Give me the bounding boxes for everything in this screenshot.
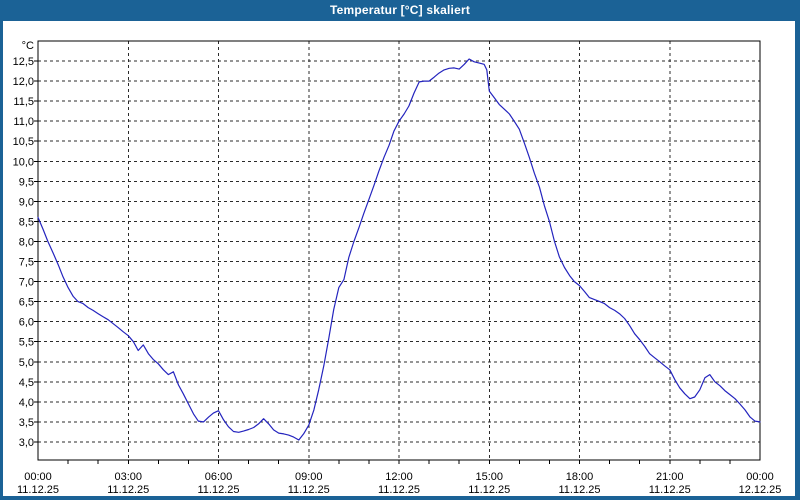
y-tick-label: 5,0 [19, 357, 34, 369]
y-tick-label: 8,0 [19, 236, 34, 248]
x-tick-time-label: 00:00 [746, 471, 774, 483]
y-tick-label: 7,5 [19, 257, 34, 269]
y-tick-label: 12,0 [13, 76, 34, 88]
plot-border [37, 40, 761, 461]
y-unit-label: °C [22, 40, 34, 52]
y-tick-label: 8,5 [19, 216, 34, 228]
y-tick-label: 6,5 [19, 297, 34, 309]
x-tick-time-label: 18:00 [566, 471, 594, 483]
x-tick-date-label: 11.12.25 [197, 484, 239, 496]
y-tick-label: 10,0 [13, 156, 34, 168]
y-tick-label: 11,0 [13, 116, 34, 128]
x-tick-time-label: 03:00 [114, 471, 142, 483]
y-tick-label: 10,5 [13, 136, 34, 148]
x-tick-time-label: 15:00 [475, 471, 503, 483]
y-tick-label: 11,5 [13, 96, 34, 108]
y-tick-label: 4,5 [19, 377, 34, 389]
y-tick-label: 3,0 [19, 437, 34, 449]
window-title: Temperatur [°C] skaliert [329, 3, 471, 17]
x-tick-date-label: 11.12.25 [288, 484, 330, 496]
x-tick-time-label: 09:00 [295, 471, 323, 483]
y-tick-label: 12,5 [13, 56, 34, 68]
x-tick-date-label: 11.12.25 [649, 484, 691, 496]
x-tick-date-label: 11.12.25 [107, 484, 149, 496]
x-tick-date-label: 11.12.25 [378, 484, 420, 496]
y-tick-label: 4,0 [19, 397, 34, 409]
x-tick-date-label: 11.12.25 [468, 484, 510, 496]
temperature-chart: 12,5 12,0 11,5 11,0 10,5 10,0 9,5 9,0 8,5 8,0 7,5 7… [13, 40, 782, 496]
y-tick-label: 9,5 [19, 176, 34, 188]
temperature-line [37, 58, 761, 441]
x-tick-time-label: 21:00 [656, 471, 684, 483]
y-tick-label: 5,5 [19, 337, 34, 349]
x-tick-date-label: 11.12.25 [558, 484, 600, 496]
y-tick-label: 6,0 [19, 317, 34, 329]
y-tick-label: 7,0 [19, 277, 34, 289]
y-tick-label: 3,5 [19, 417, 34, 429]
x-tick-date-label: 12.12.25 [739, 484, 782, 496]
x-tick-time-label: 00:00 [24, 471, 52, 483]
x-tick-date-label: 11.12.25 [17, 484, 59, 496]
chart-panel: 12,5 12,0 11,5 11,0 10,5 10,0 9,5 9,0 8,5 8,0 7,5 7… [3, 21, 795, 496]
title-bar: Temperatur [°C] skaliert [0, 0, 800, 21]
x-tick-time-label: 12:00 [385, 471, 413, 483]
x-tick-time-label: 06:00 [205, 471, 233, 483]
y-tick-label: 9,0 [19, 196, 34, 208]
